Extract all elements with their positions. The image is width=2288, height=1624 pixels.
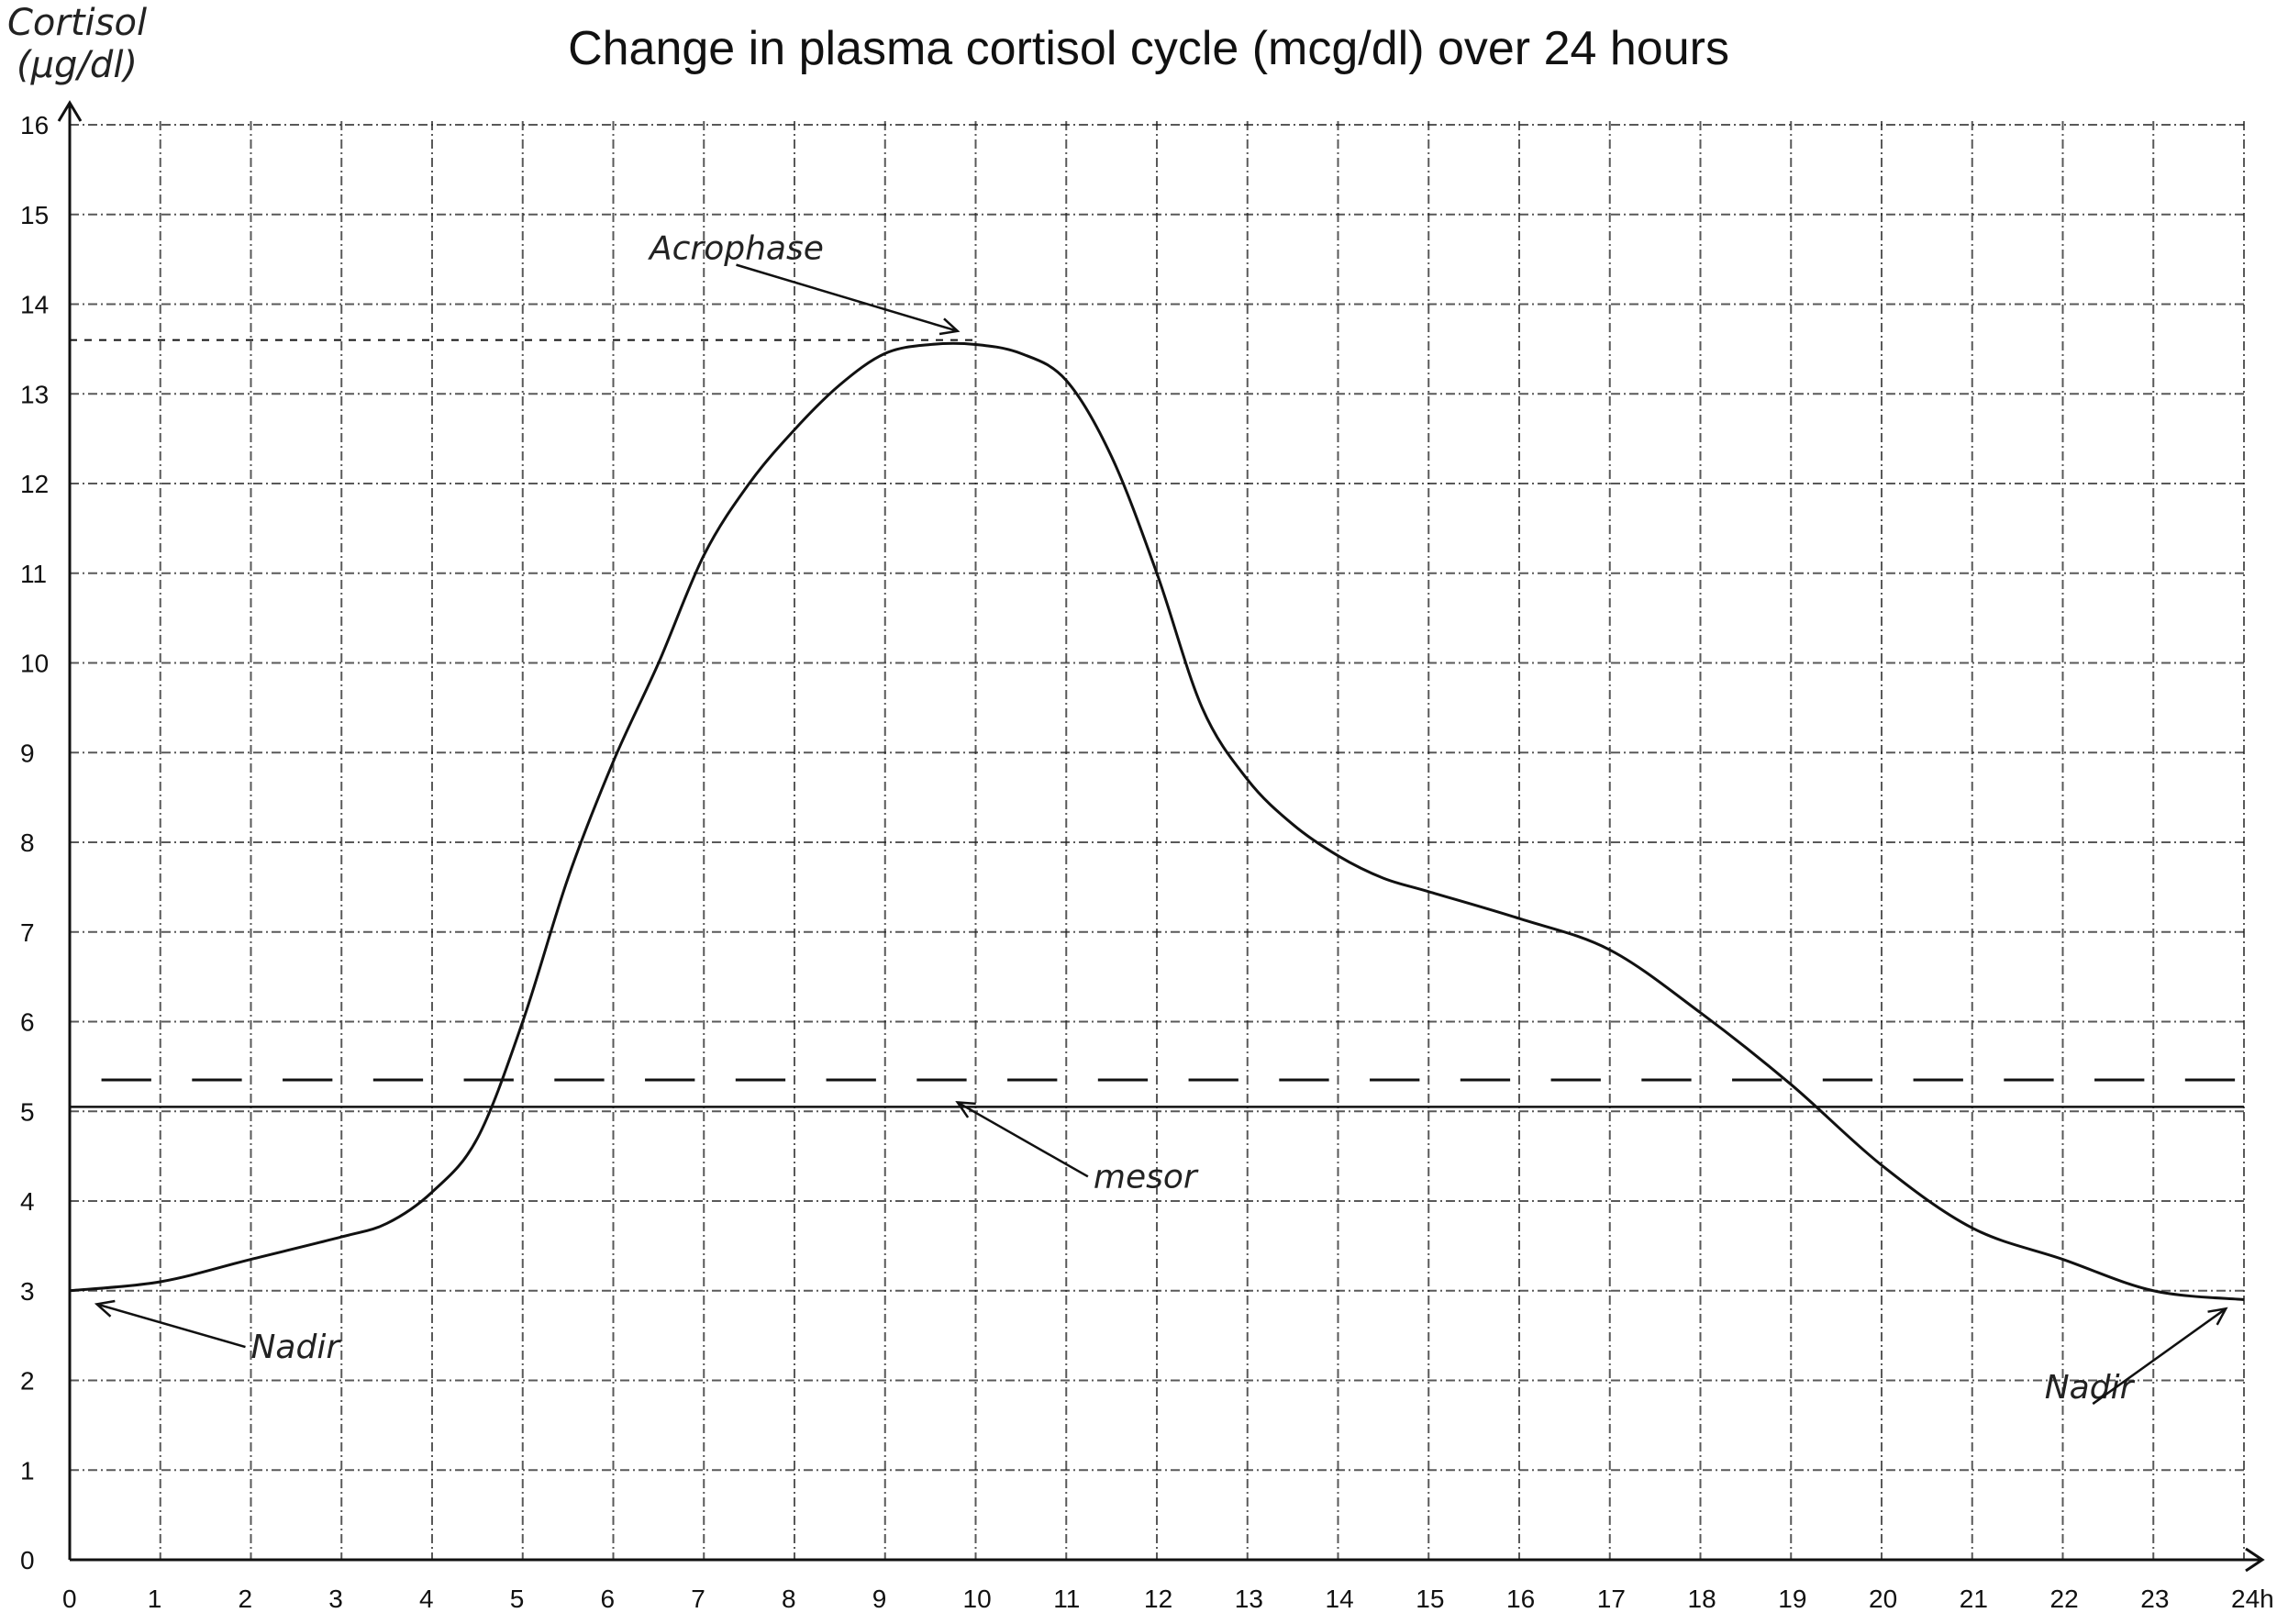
y-tick-label: 0 — [20, 1546, 35, 1574]
x-tick-label: 24h — [2231, 1585, 2274, 1613]
y-axis-arrowhead — [57, 100, 83, 122]
annotation-arrowhead — [955, 1101, 976, 1118]
y-tick-label: 2 — [20, 1367, 35, 1396]
x-tick-label: 6 — [601, 1585, 616, 1613]
y-axis-label-line1: Cortisol — [7, 2, 147, 44]
annotation-arrowhead — [94, 1299, 116, 1318]
cortisol-curve — [69, 341, 2245, 1302]
annotation-label: Nadir — [2045, 1369, 2136, 1407]
y-tick-label: 13 — [20, 380, 49, 408]
grid — [70, 121, 2245, 1560]
y-tick-label: 16 — [20, 111, 49, 139]
annotations: Acrophase mesor Nadir Nadir — [94, 230, 2228, 1407]
x-tick-label: 20 — [1869, 1585, 1897, 1613]
x-tick-label: 4 — [419, 1585, 434, 1613]
annotation-arrowhead — [939, 317, 961, 336]
x-tick-label: 0 — [62, 1585, 77, 1613]
y-tick-label: 1 — [20, 1456, 35, 1485]
x-tick-label: 9 — [872, 1585, 887, 1613]
x-axis-arrowhead — [2245, 1547, 2265, 1573]
x-tick-label: 1 — [148, 1585, 162, 1613]
x-tick-label: 2 — [239, 1585, 253, 1613]
x-tick-label: 22 — [2050, 1585, 2079, 1613]
annotation-label: mesor — [1094, 1158, 1199, 1196]
y-tick-label: 14 — [20, 291, 49, 319]
annotation-arrow — [957, 1101, 1089, 1178]
y-tick-label: 4 — [20, 1187, 35, 1216]
y-tick-label: 15 — [20, 201, 49, 229]
x-tick-label: 17 — [1597, 1585, 1626, 1613]
y-tick-label: 6 — [20, 1008, 35, 1037]
annotation-label: Acrophase — [648, 230, 824, 268]
annotation-arrow — [96, 1303, 246, 1349]
y-tick-label: 8 — [20, 829, 35, 857]
y-tick-label: 7 — [20, 918, 35, 947]
x-tick-label: 8 — [782, 1585, 796, 1613]
reference-lines — [70, 339, 2244, 1108]
x-tick-label: 14 — [1326, 1585, 1354, 1613]
x-tick-label: 11 — [1053, 1585, 1080, 1613]
annotation-label: Nadir — [251, 1329, 342, 1366]
axes — [57, 100, 2265, 1573]
x-tick-label: 18 — [1688, 1585, 1716, 1613]
series — [69, 341, 2245, 1302]
x-tick-label: 13 — [1235, 1585, 1263, 1613]
x-tick-label: 12 — [1144, 1585, 1172, 1613]
x-tick-label: 7 — [691, 1585, 705, 1613]
x-tick-label: 5 — [510, 1585, 525, 1613]
x-tick-label: 15 — [1416, 1585, 1444, 1613]
y-tick-label: 11 — [20, 560, 47, 588]
annotation-arrowhead — [2207, 1307, 2228, 1326]
annotation-arrow — [736, 263, 959, 333]
y-tick-label: 3 — [20, 1277, 35, 1306]
y-tick-label: 12 — [20, 470, 49, 498]
y-tick-label: 9 — [20, 739, 35, 767]
y-axis-label-line2: (µg/dl) — [17, 44, 138, 86]
x-tick-label: 10 — [963, 1585, 992, 1613]
x-tick-label: 3 — [328, 1585, 343, 1613]
chart-title: Change in plasma cortisol cycle (mcg/dl)… — [568, 22, 1729, 75]
x-tick-label: 19 — [1778, 1585, 1806, 1613]
x-tick-label: 23 — [2140, 1585, 2169, 1613]
y-tick-label: 5 — [20, 1097, 35, 1126]
x-tick-label: 21 — [1960, 1585, 1988, 1613]
annotation-arrow — [2092, 1307, 2227, 1406]
y-tick-label: 10 — [20, 650, 49, 678]
x-tick-label: 16 — [1506, 1585, 1535, 1613]
